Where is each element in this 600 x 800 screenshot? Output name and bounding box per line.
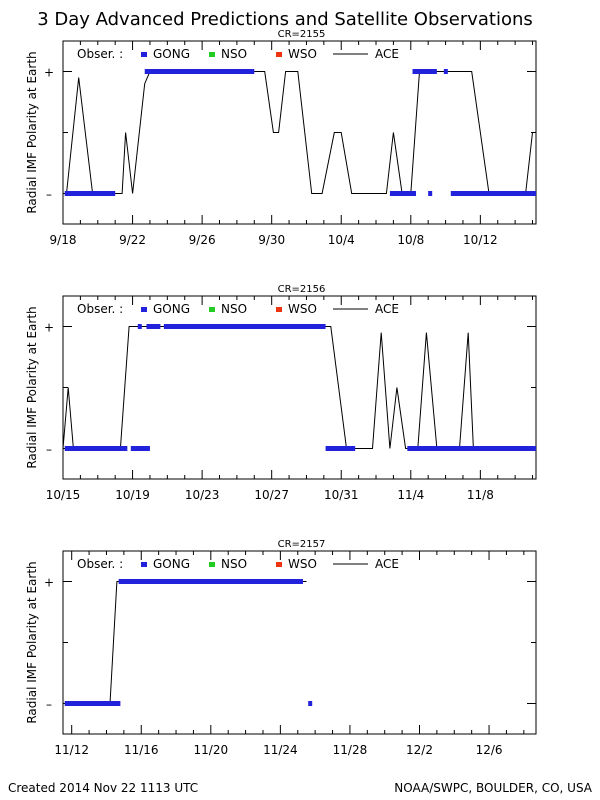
y-axis-label: Radial IMF Polarity at Earth bbox=[25, 561, 39, 723]
gong-segment bbox=[163, 324, 326, 329]
gong-segment bbox=[146, 324, 161, 329]
x-tick-label: 10/31 bbox=[324, 488, 359, 502]
x-tick-label: 12/6 bbox=[476, 743, 503, 757]
x-tick-label: 10/19 bbox=[115, 488, 150, 502]
x-tick-label: 11/20 bbox=[194, 743, 229, 757]
gong-segment bbox=[130, 446, 150, 451]
legend-swatch bbox=[209, 307, 215, 312]
x-tick-label: 12/2 bbox=[406, 743, 433, 757]
legend-prefix: Obser. : bbox=[77, 302, 123, 316]
panel-title: CR=2157 bbox=[278, 539, 326, 550]
gong-segment bbox=[389, 191, 417, 196]
gong-segment bbox=[407, 446, 536, 451]
legend-label: WSO bbox=[288, 557, 317, 571]
x-tick-label: 10/4 bbox=[328, 233, 355, 247]
legend-swatch bbox=[276, 562, 282, 567]
legend-label: ACE bbox=[375, 47, 399, 61]
plot-frame bbox=[62, 295, 537, 480]
x-tick-label: 9/18 bbox=[50, 233, 77, 247]
x-tick-label: 9/30 bbox=[258, 233, 285, 247]
ace-series-line bbox=[66, 71, 536, 194]
x-tick-label: 10/12 bbox=[463, 233, 498, 247]
x-tick-label: 9/26 bbox=[189, 233, 216, 247]
y-tick-label: + bbox=[44, 66, 54, 80]
x-tick-label: 9/22 bbox=[119, 233, 146, 247]
legend-swatch bbox=[141, 52, 147, 57]
footer-created: Created 2014 Nov 22 1113 UTC bbox=[8, 781, 198, 795]
legend-label: GONG bbox=[153, 557, 190, 571]
legend-label: GONG bbox=[153, 302, 190, 316]
panel-title: CR=2155 bbox=[278, 29, 326, 40]
plot-frame bbox=[62, 40, 537, 225]
x-tick-label: 10/8 bbox=[397, 233, 424, 247]
legend-swatch bbox=[209, 562, 215, 567]
gong-segment bbox=[325, 446, 356, 451]
x-tick-label: 11/12 bbox=[54, 743, 89, 757]
x-tick-label: 10/27 bbox=[254, 488, 289, 502]
ace-series-line bbox=[62, 326, 536, 449]
gong-segment bbox=[64, 701, 121, 706]
gong-segment bbox=[64, 191, 116, 196]
footer-credit: NOAA/SWPC, BOULDER, CO, USA bbox=[394, 781, 593, 795]
gong-segment bbox=[450, 191, 536, 196]
panel-cr2155: CR=2155 + –Radial IMF Polarity at Earth 9/1… bbox=[25, 29, 537, 247]
y-tick-label: – bbox=[46, 698, 52, 712]
y-tick-label: + bbox=[44, 576, 54, 590]
legend-label: NSO bbox=[221, 47, 247, 61]
x-tick-label: 10/15 bbox=[46, 488, 81, 502]
ace-series-line bbox=[109, 581, 307, 704]
gong-segment bbox=[443, 69, 448, 74]
y-tick-label: – bbox=[46, 443, 52, 457]
y-tick-label: – bbox=[46, 188, 52, 202]
gong-segment bbox=[428, 191, 433, 196]
gong-segment bbox=[64, 446, 128, 451]
legend-swatch bbox=[276, 52, 282, 57]
panel-title: CR=2156 bbox=[278, 284, 326, 295]
x-tick-label: 11/24 bbox=[263, 743, 298, 757]
legend-label: NSO bbox=[221, 557, 247, 571]
legend-swatch bbox=[276, 307, 282, 312]
gong-segment bbox=[412, 69, 437, 74]
gong-segment bbox=[118, 579, 303, 584]
y-tick-label: + bbox=[44, 321, 54, 335]
legend-label: WSO bbox=[288, 47, 317, 61]
y-axis-label: Radial IMF Polarity at Earth bbox=[25, 306, 39, 468]
x-tick-label: 10/23 bbox=[185, 488, 220, 502]
x-tick-label: 11/28 bbox=[333, 743, 368, 757]
gong-segment bbox=[137, 324, 142, 329]
plot-frame bbox=[62, 550, 537, 735]
legend-label: GONG bbox=[153, 47, 190, 61]
x-tick-label: 11/8 bbox=[467, 488, 494, 502]
legend-label: WSO bbox=[288, 302, 317, 316]
legend-label: NSO bbox=[221, 302, 247, 316]
legend-label: ACE bbox=[375, 557, 399, 571]
panel-cr2157: CR=2157 + –Radial IMF Polarity at Earth 11/… bbox=[25, 539, 537, 757]
y-axis-label: Radial IMF Polarity at Earth bbox=[25, 51, 39, 213]
legend-swatch bbox=[141, 562, 147, 567]
gong-segment bbox=[144, 69, 255, 74]
gong-segment bbox=[308, 701, 313, 706]
legend-prefix: Obser. : bbox=[77, 557, 123, 571]
figure-title: 3 Day Advanced Predictions and Satellite… bbox=[37, 9, 533, 30]
x-tick-label: 11/4 bbox=[397, 488, 424, 502]
panel-cr2156: CR=2156 + –Radial IMF Polarity at Earth 10/… bbox=[25, 284, 537, 502]
legend-label: ACE bbox=[375, 302, 399, 316]
legend-prefix: Obser. : bbox=[77, 47, 123, 61]
legend-swatch bbox=[209, 52, 215, 57]
x-tick-label: 11/16 bbox=[124, 743, 159, 757]
legend-swatch bbox=[141, 307, 147, 312]
